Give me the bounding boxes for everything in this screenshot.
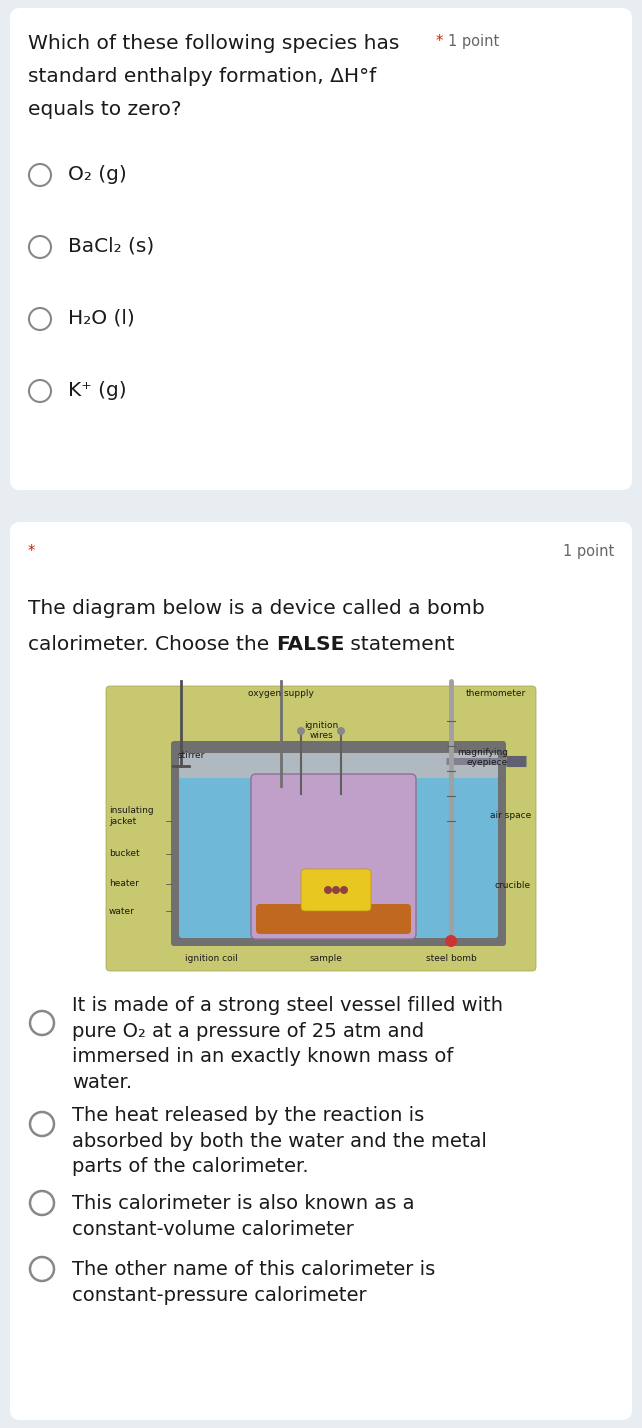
Text: It is made of a strong steel vessel filled with
pure O₂ at a pressure of 25 atm : It is made of a strong steel vessel fill… xyxy=(72,995,503,1092)
Text: air space: air space xyxy=(490,811,531,821)
Text: standard enthalpy formation, ΔH°f: standard enthalpy formation, ΔH°f xyxy=(28,67,376,86)
Circle shape xyxy=(324,885,332,894)
FancyBboxPatch shape xyxy=(171,741,506,945)
Text: water: water xyxy=(109,907,135,915)
Circle shape xyxy=(445,935,457,947)
Text: FALSE: FALSE xyxy=(275,635,344,654)
Text: crucible: crucible xyxy=(495,881,531,891)
FancyBboxPatch shape xyxy=(251,774,416,940)
Text: The other name of this calorimeter is
constant-pressure calorimeter: The other name of this calorimeter is co… xyxy=(72,1259,435,1305)
Text: ignition
wires: ignition wires xyxy=(304,721,338,740)
Text: thermometer: thermometer xyxy=(466,688,526,698)
Text: H₂O (l): H₂O (l) xyxy=(68,308,135,328)
FancyBboxPatch shape xyxy=(179,753,498,778)
Text: ignition coil: ignition coil xyxy=(184,954,238,962)
Text: heater: heater xyxy=(109,880,139,888)
Text: K⁺ (g): K⁺ (g) xyxy=(68,381,126,400)
Text: oxygen supply: oxygen supply xyxy=(248,688,314,698)
Circle shape xyxy=(337,727,345,735)
FancyBboxPatch shape xyxy=(256,904,411,934)
Text: *: * xyxy=(28,544,35,558)
Text: steel bomb: steel bomb xyxy=(426,954,476,962)
Text: 1 point: 1 point xyxy=(563,544,614,558)
Text: BaCl₂ (s): BaCl₂ (s) xyxy=(68,237,154,256)
Text: statement: statement xyxy=(344,635,455,654)
Circle shape xyxy=(297,727,305,735)
FancyBboxPatch shape xyxy=(10,9,632,490)
Text: The heat released by the reaction is
absorbed by both the water and the metal
pa: The heat released by the reaction is abs… xyxy=(72,1107,487,1177)
Text: magnifying
eyepiece: magnifying eyepiece xyxy=(457,748,508,767)
FancyBboxPatch shape xyxy=(179,753,498,938)
Text: sample: sample xyxy=(309,954,342,962)
Text: Which of these following species has: Which of these following species has xyxy=(28,34,399,53)
Text: bucket: bucket xyxy=(109,850,139,858)
FancyBboxPatch shape xyxy=(106,685,536,971)
Text: insulating
jacket: insulating jacket xyxy=(109,807,153,825)
Text: 1 point: 1 point xyxy=(448,34,499,49)
Text: The diagram below is a device called a bomb: The diagram below is a device called a b… xyxy=(28,598,485,618)
Text: *: * xyxy=(436,34,448,49)
FancyBboxPatch shape xyxy=(301,870,371,911)
Circle shape xyxy=(332,885,340,894)
Text: O₂ (g): O₂ (g) xyxy=(68,166,126,184)
Text: stirrer: stirrer xyxy=(178,751,205,760)
Text: calorimeter. Choose the: calorimeter. Choose the xyxy=(28,635,275,654)
Circle shape xyxy=(340,885,348,894)
Text: This calorimeter is also known as a
constant-volume calorimeter: This calorimeter is also known as a cons… xyxy=(72,1194,415,1238)
Text: equals to zero?: equals to zero? xyxy=(28,100,182,119)
FancyBboxPatch shape xyxy=(10,523,632,1419)
